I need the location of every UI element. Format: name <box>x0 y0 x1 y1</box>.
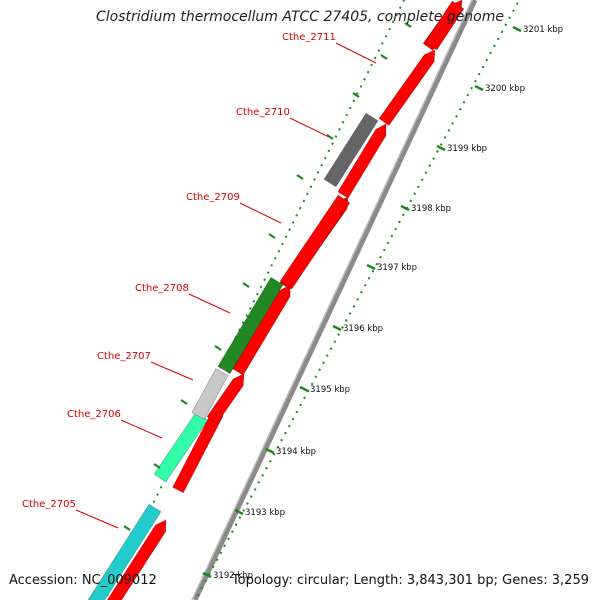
forward-gene-arrow <box>378 49 436 126</box>
gene-label-leader <box>335 42 377 64</box>
inner-ruler-tick <box>180 399 188 405</box>
gene-cthe-2708 <box>217 277 284 374</box>
gene-label-cthe-2706: Cthe_2706 <box>67 409 121 420</box>
kbp-tick-label: 3197 kbp <box>377 263 417 273</box>
inner-ruler-tick <box>352 92 360 98</box>
kbp-tick-label: 3196 kbp <box>343 324 383 334</box>
inner-ruler-tick <box>123 525 131 531</box>
gene-label-leader <box>289 117 330 138</box>
kbp-tick <box>512 25 522 33</box>
outer-ruler-dots <box>194 0 521 600</box>
gene-label-leader <box>239 202 282 224</box>
genome-backbone-shadow <box>191 0 473 600</box>
kbp-tick-label: 3195 kbp <box>310 385 350 395</box>
kbp-tick-label: 3193 kbp <box>245 508 285 518</box>
gene-label-leader <box>150 361 194 381</box>
inner-ruler-tick <box>153 463 161 469</box>
kbp-tick-label: 3201 kbp <box>523 25 563 35</box>
inner-ruler-tick <box>214 345 222 351</box>
inner-ruler-tick <box>380 54 388 60</box>
gene-label-cthe-2707: Cthe_2707 <box>97 351 151 362</box>
gene-cthe-2707 <box>191 368 229 420</box>
inner-ruler-tick <box>242 282 250 288</box>
gene-cthe-2709 <box>279 194 351 290</box>
gene-cthe-2710 <box>323 112 379 188</box>
gene-cthe-2705 <box>83 503 162 600</box>
gene-label-leader <box>188 293 231 314</box>
inner-ruler-tick <box>268 233 276 239</box>
kbp-tick-label: 3200 kbp <box>485 84 525 94</box>
kbp-tick <box>400 204 410 212</box>
gene-label-cthe-2709: Cthe_2709 <box>186 192 240 203</box>
genome-summary: Topology: circular; Length: 3,843,301 bp… <box>231 573 589 588</box>
kbp-tick <box>366 263 376 271</box>
forward-gene-arrow <box>232 284 291 376</box>
gene-label-cthe-2710: Cthe_2710 <box>236 107 290 118</box>
accession-text: Accession: NC_009012 <box>9 573 157 588</box>
kbp-tick <box>332 324 342 332</box>
kbp-tick <box>265 447 275 455</box>
kbp-tick <box>234 508 244 516</box>
kbp-tick-label: 3192 kbp <box>213 571 253 581</box>
gene-cthe-2711 <box>424 0 465 51</box>
kbp-tick <box>474 84 484 92</box>
kbp-tick-label: 3198 kbp <box>411 204 451 214</box>
gene-label-cthe-2708: Cthe_2708 <box>135 283 189 294</box>
kbp-tick <box>436 144 446 152</box>
forward-gene-arrow <box>206 373 245 424</box>
kbp-tick <box>202 571 212 579</box>
gene-label-leader <box>120 419 163 439</box>
gene-label-cthe-2711: Cthe_2711 <box>282 32 336 43</box>
kbp-tick-label: 3194 kbp <box>276 447 316 457</box>
forward-gene-arrow <box>102 519 167 600</box>
map-title: Clostridium thermocellum ATCC 27405, com… <box>96 9 504 25</box>
inner-ruler-tick <box>326 134 334 140</box>
genome-backbone <box>192 0 478 600</box>
kbp-tick-label: 3199 kbp <box>447 144 487 154</box>
kbp-tick <box>299 385 309 393</box>
forward-gene-arrow <box>337 123 387 199</box>
inner-ruler-tick <box>404 22 412 28</box>
gene-label-cthe-2705: Cthe_2705 <box>22 499 76 510</box>
gene-label-leader <box>75 509 119 529</box>
inner-ruler-tick <box>296 174 304 180</box>
